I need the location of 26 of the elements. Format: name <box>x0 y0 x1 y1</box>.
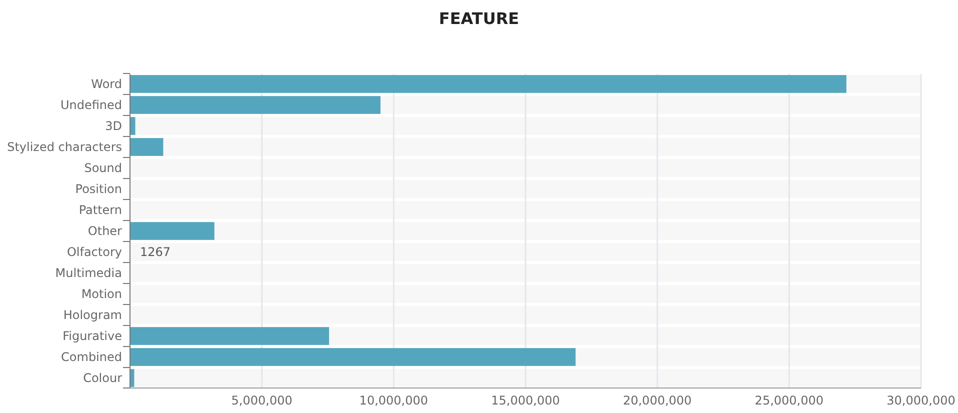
y-tick-label: Position <box>75 182 122 196</box>
y-tick-label: Multimedia <box>55 266 122 280</box>
y-tick-label: Motion <box>81 286 122 301</box>
x-tick-label: 30,000,000 <box>886 394 956 408</box>
x-tick-label: 15,000,000 <box>491 394 560 408</box>
bar <box>130 138 164 156</box>
y-tick-label: Figurative <box>62 328 122 343</box>
bar <box>130 222 214 240</box>
x-tick-label: 20,000,000 <box>622 394 692 408</box>
bar <box>130 117 136 135</box>
y-tick-label: Colour <box>83 370 122 385</box>
y-tick-label: Other <box>88 224 122 238</box>
y-tick-label: Undefined <box>60 98 122 112</box>
data-label: 1267 <box>140 245 171 260</box>
y-tick-label: Word <box>91 76 122 91</box>
x-tick-label: 5,000,000 <box>231 394 292 408</box>
y-tick-label: Hologram <box>63 308 122 322</box>
x-tick-label: 10,000,000 <box>359 394 428 408</box>
y-tick-label: Combined <box>61 350 122 364</box>
y-tick-label: Olfactory <box>66 244 122 259</box>
y-tick-label: Stylized characters <box>7 140 122 154</box>
y-tick-label: Sound <box>84 160 122 175</box>
chart-title: FEATURE <box>438 9 520 28</box>
x-tick-label: 25,000,000 <box>754 394 824 408</box>
y-tick-label: 3D <box>105 118 122 133</box>
y-tick-label: Pattern <box>78 202 122 217</box>
